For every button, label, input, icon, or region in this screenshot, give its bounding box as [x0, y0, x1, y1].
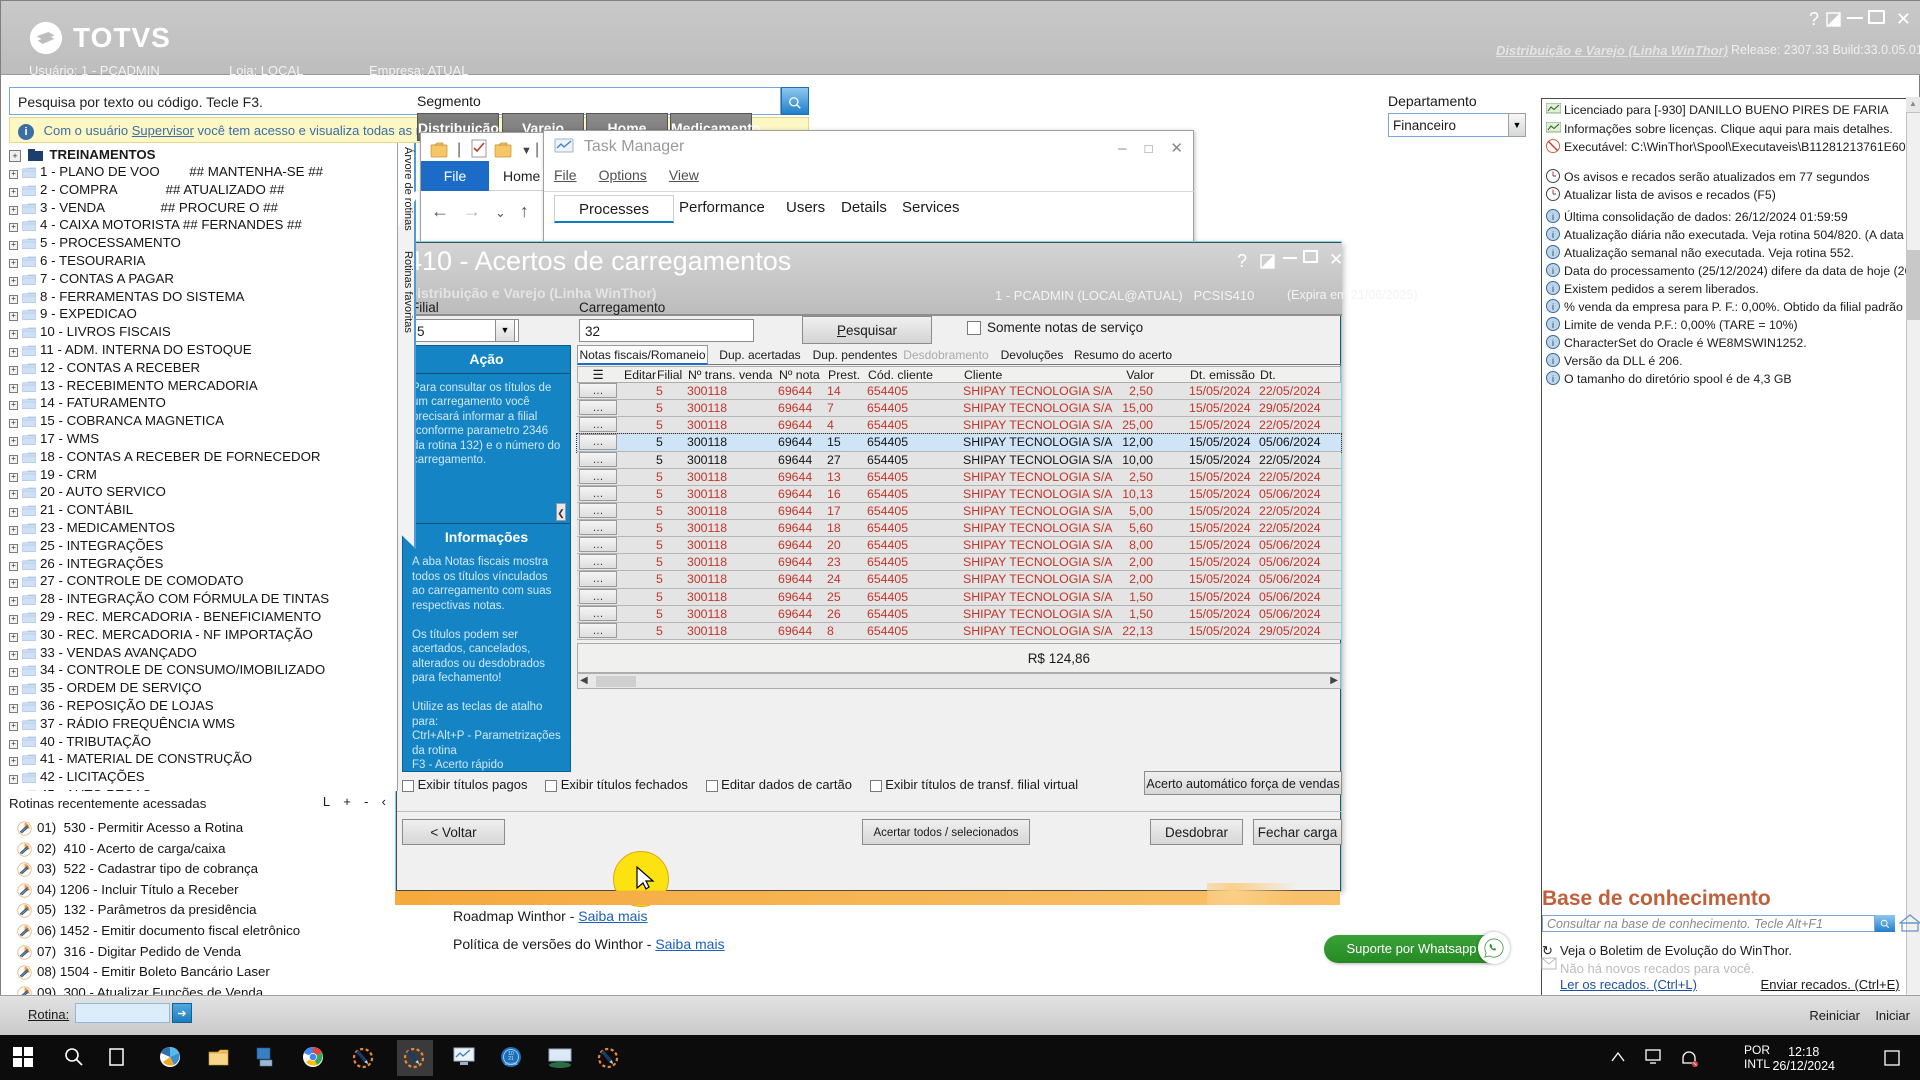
svg-text:101096: 101096: [504, 1061, 518, 1066]
svg-text:i: i: [1552, 248, 1554, 258]
svg-text:i: i: [1552, 212, 1554, 222]
svg-text:i: i: [1552, 230, 1554, 240]
svg-text:i: i: [1552, 320, 1554, 330]
svg-text:i: i: [1552, 356, 1554, 366]
svg-text:i: i: [1552, 338, 1554, 348]
svg-text:i: i: [1552, 374, 1554, 384]
svg-text:i: i: [1552, 302, 1554, 312]
svg-text:i: i: [1552, 266, 1554, 276]
svg-text:i: i: [1552, 284, 1554, 294]
